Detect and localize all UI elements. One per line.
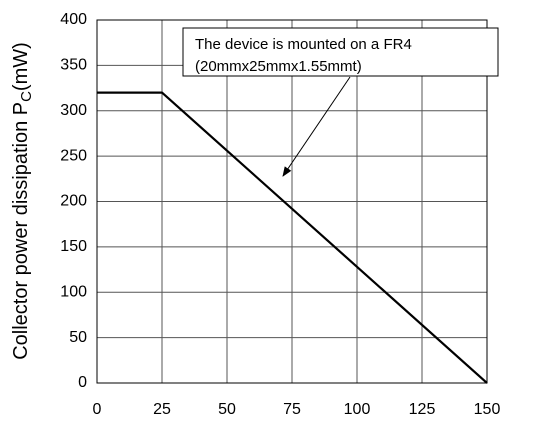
- grid: [96, 19, 488, 384]
- x-tick-label: 125: [409, 401, 436, 418]
- y-tick-label: 200: [60, 193, 87, 210]
- x-tick-label: 150: [474, 401, 501, 418]
- marks: [97, 91, 488, 384]
- y-axis-label: Collector power dissipation PC(mW): [10, 42, 35, 360]
- y-tick-label: 400: [60, 11, 87, 28]
- y-tick-label: 50: [69, 329, 87, 346]
- annotation-line: The device is mounted on a FR4: [195, 36, 412, 53]
- y-tick-label: 350: [60, 57, 87, 74]
- annotation-box: [182, 27, 499, 77]
- y-axis-label-unit: (mW): [10, 42, 32, 91]
- y-axis-label-subscript: C: [18, 91, 35, 102]
- annotation-arrow: [282, 76, 351, 177]
- y-tick-label: 150: [60, 238, 87, 255]
- x-tick-label: 50: [218, 401, 236, 418]
- x-tick-label: 25: [153, 401, 171, 418]
- plot-frame: [96, 19, 488, 384]
- y-tick-label: 250: [60, 147, 87, 164]
- y-tick-label: 100: [60, 283, 87, 300]
- series-line: [97, 91, 488, 384]
- x-tick-label: 100: [344, 401, 371, 418]
- x-tick-label: 75: [283, 401, 301, 418]
- y-tick-label: 0: [78, 374, 87, 391]
- annotation-line: (20mmx25mmx1.55mmt): [195, 58, 362, 75]
- y-axis-label-text: Collector power dissipation P: [10, 102, 32, 360]
- x-tick-label: 0: [93, 401, 102, 418]
- y-tick-label: 300: [60, 102, 87, 119]
